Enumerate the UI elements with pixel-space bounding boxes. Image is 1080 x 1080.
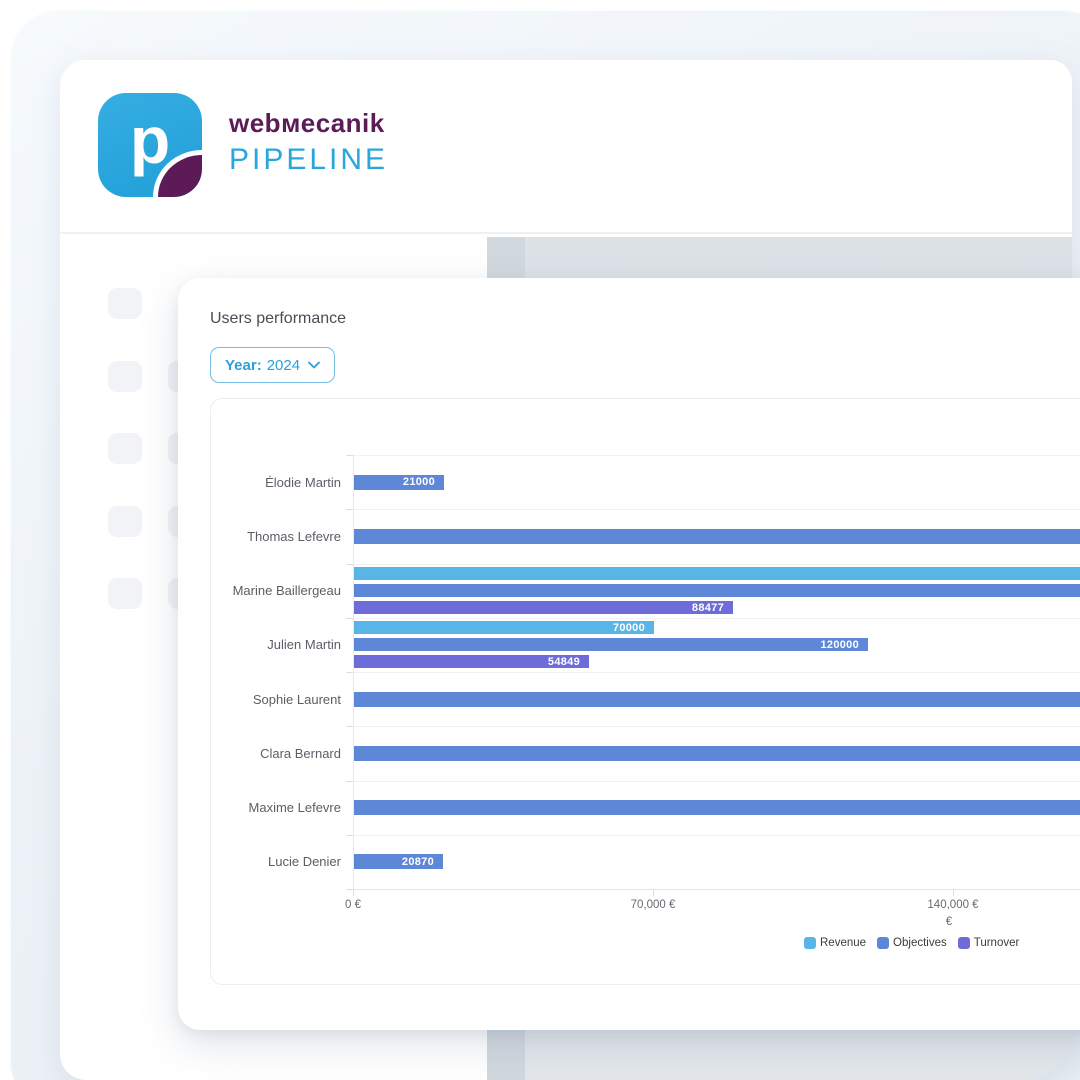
x-axis-title: € (945, 916, 953, 928)
category-label: Maxime Lefevre (248, 800, 341, 816)
chart-container: 0 € 70,000 € 140,000 € Élodie Martin 21000 Th… (210, 398, 1080, 985)
x-axis-tick (953, 889, 954, 896)
grid-line (353, 780, 1080, 782)
category-label: Lucie Denier (268, 854, 341, 870)
year-filter-dropdown[interactable]: Year: 2024 (210, 347, 336, 383)
axis-tick (346, 672, 353, 673)
bar-group (354, 781, 1080, 835)
bar-value-label: 70000 (612, 621, 645, 634)
axis-tick (346, 509, 353, 511)
legend-label: Revenue (820, 937, 867, 949)
x-axis-tick-label: 0 € (345, 899, 361, 911)
sidebar-menu-placeholder[interactable] (108, 288, 142, 319)
legend-item-revenue[interactable]: Revenue (804, 937, 866, 949)
chart-bar-objectives[interactable] (354, 584, 1080, 598)
chart-bar-turnover[interactable]: 54849 (354, 655, 589, 669)
axis-tick (346, 563, 353, 565)
brand-name: webмecanik (229, 108, 385, 138)
chart-bar-revenue[interactable] (354, 567, 1080, 581)
sidebar-menu-placeholder[interactable] (108, 578, 142, 609)
bar-value-label: 88477 (691, 601, 724, 614)
x-axis-tick (353, 889, 354, 896)
year-filter-value: 2024 (266, 356, 301, 374)
legend-marker-icon (804, 937, 816, 949)
chart-bar-objectives[interactable] (354, 800, 1080, 816)
grid-line (353, 455, 1080, 456)
legend-marker-icon (957, 937, 970, 949)
bar-group: 70000 120000 54849 (354, 618, 1080, 672)
chart-bar-objectives[interactable]: 21000 (354, 474, 444, 490)
chart-bar-objectives[interactable]: 20870 (354, 854, 443, 870)
category-label: Marine Baillergeau (232, 583, 341, 599)
plot-area: 0 € 70,000 € 140,000 € Élodie Martin 21000 Th… (211, 399, 1080, 984)
chart-bar-turnover[interactable]: 88477 (354, 601, 733, 615)
header-divider (60, 232, 1072, 234)
x-axis-line (353, 889, 1080, 890)
bar-group (354, 672, 1080, 726)
y-axis-line (353, 455, 354, 889)
chart-legend: Revenue Objectives Turnover (804, 937, 1019, 949)
axis-tick (346, 726, 353, 728)
axis-tick (346, 617, 353, 619)
chart-bar-objectives[interactable] (354, 745, 1080, 761)
category-label: Élodie Martin (265, 474, 341, 490)
chevron-down-icon (308, 361, 320, 369)
grid-line (353, 672, 1080, 673)
legend-label: Turnover (973, 937, 1020, 949)
grid-line (353, 617, 1080, 619)
grid-line (353, 563, 1080, 565)
category-label: Thomas Lefevre (247, 528, 341, 544)
chart-bar-objectives[interactable] (354, 691, 1080, 707)
brand-product: PIPELINE (229, 143, 389, 176)
chart-bar-revenue[interactable]: 70000 (354, 621, 654, 635)
bar-value-label: 21000 (402, 476, 435, 489)
app-logo: p (98, 93, 202, 197)
bar-group (354, 509, 1080, 563)
bar-group: 20870 (354, 835, 1080, 889)
legend-item-objectives[interactable]: Objectives (877, 937, 947, 949)
grid-line (353, 834, 1080, 836)
sidebar-menu-placeholder[interactable] (108, 506, 142, 537)
grid-line (353, 726, 1080, 728)
axis-tick (346, 455, 353, 456)
x-axis-tick-label: 140,000 € (927, 899, 979, 911)
axis-tick (346, 889, 353, 890)
chart-bar-objectives[interactable]: 120000 (354, 638, 868, 652)
chart-bar-objectives[interactable] (354, 528, 1080, 544)
x-axis-tick (653, 889, 654, 896)
app-header: p webмecanik PIPELINE (60, 60, 1072, 233)
sidebar-menu-placeholder[interactable] (108, 361, 142, 392)
users-performance-card: Users performance Year: 2024 0 € 70,000 €… (178, 278, 1080, 1030)
category-label: Julien Martin (267, 637, 341, 653)
x-axis-tick-label: 70,000 € (630, 899, 676, 911)
legend-item-turnover[interactable]: Turnover (957, 937, 1020, 949)
category-label: Clara Bernard (260, 745, 341, 761)
year-filter-label: Year: (225, 356, 262, 374)
bar-group (354, 726, 1080, 780)
logo-letter: p (129, 103, 171, 177)
legend-label: Objectives (893, 937, 947, 949)
grid-line (353, 509, 1080, 511)
legend-marker-icon (877, 937, 890, 949)
bar-group: 21000 (354, 455, 1080, 509)
bar-value-label: 120000 (820, 638, 859, 651)
bar-value-label: 20870 (401, 855, 434, 868)
bar-value-label: 54849 (547, 655, 580, 668)
brand-text: webмecanik PIPELINE (229, 108, 388, 177)
category-label: Sophie Laurent (252, 691, 341, 707)
card-title: Users performance (210, 310, 347, 327)
axis-tick (346, 780, 353, 782)
bar-group: 88477 (354, 564, 1080, 618)
sidebar-menu-placeholder[interactable] (108, 433, 142, 464)
axis-tick (346, 834, 353, 836)
